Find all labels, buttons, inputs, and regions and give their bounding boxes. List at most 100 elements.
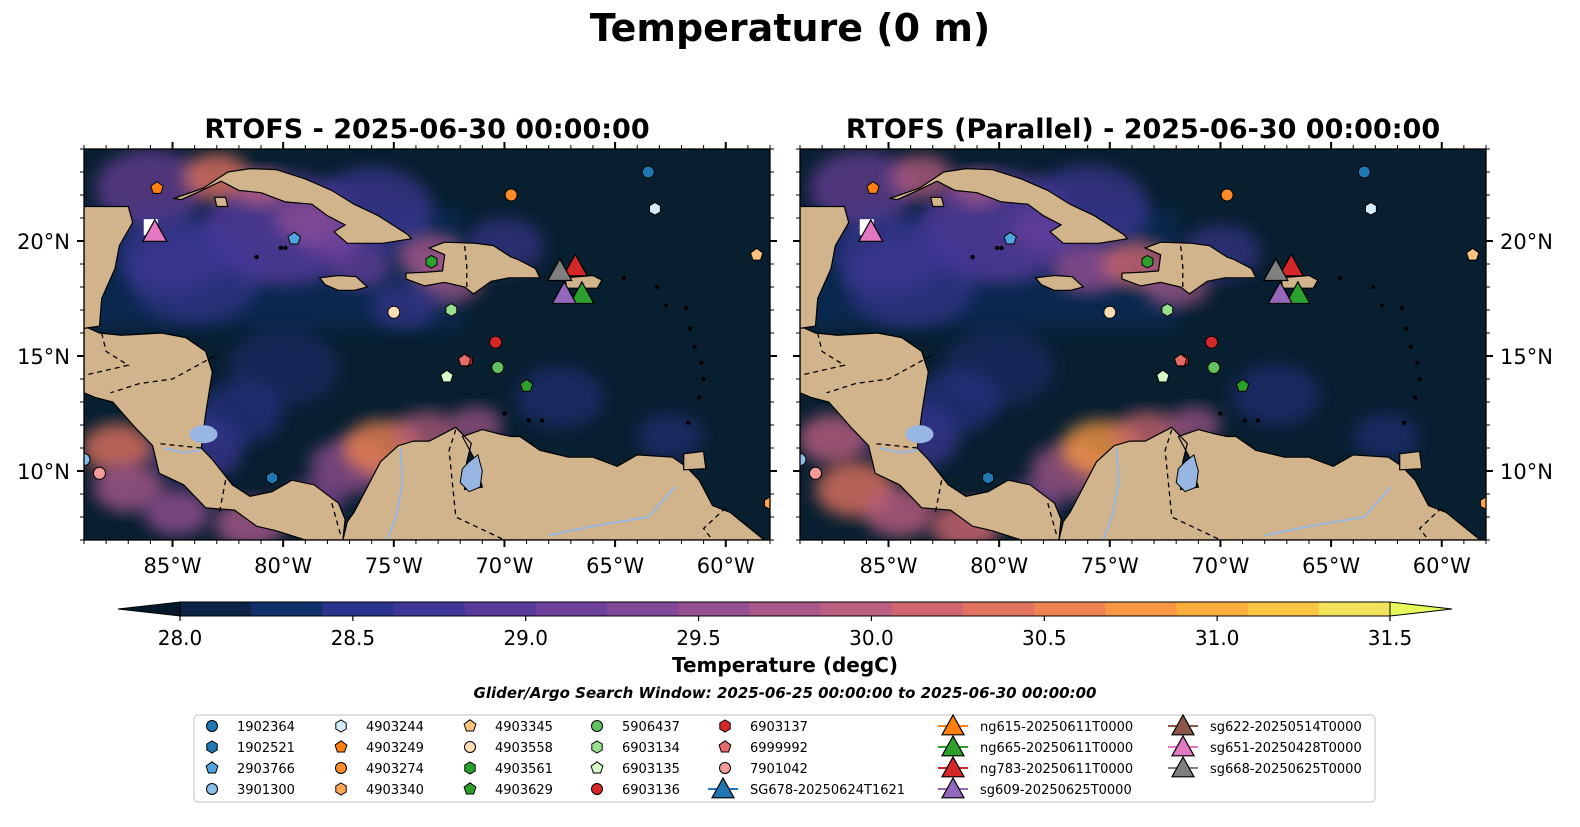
lake-nicaragua	[189, 425, 218, 444]
argo-float-7901042	[92, 466, 106, 480]
island	[1408, 344, 1413, 349]
country-border	[826, 355, 931, 394]
argo-float-4903558	[387, 305, 401, 319]
river	[879, 447, 918, 454]
island	[683, 305, 689, 310]
island	[970, 254, 975, 260]
colorbar-segment	[1318, 602, 1391, 616]
colorbar-segment	[678, 602, 751, 616]
argo-float-3901300	[84, 453, 91, 466]
island	[1399, 305, 1405, 310]
y-tick-label: 15°N	[17, 345, 70, 369]
colorbar-tick-label: 29.0	[503, 626, 548, 650]
y-tick-label: 15°N	[1500, 345, 1553, 369]
island	[1379, 303, 1385, 308]
island	[283, 245, 288, 251]
x-tick-label: 60°W	[1413, 554, 1471, 578]
colorbar-segment	[891, 602, 964, 616]
land-southam	[1058, 426, 1486, 540]
colorbar-tick-label: 28.5	[331, 626, 376, 650]
axis-ticks	[793, 142, 1493, 547]
land-hispaniola	[1121, 241, 1257, 295]
river	[1102, 447, 1120, 540]
legend-label: ng783-20250611T0000	[980, 762, 1133, 777]
legend-label: sg668-20250625T0000	[1210, 762, 1362, 777]
island	[1401, 420, 1407, 425]
argo-float-4903561	[425, 254, 438, 269]
land	[84, 149, 770, 540]
legend-item-SG678-20250624T1621: SG678-20250624T1621	[708, 776, 905, 799]
land-hispaniola	[405, 241, 541, 295]
glider-sg609-20250625T0000	[551, 280, 578, 305]
colorbar-extend-high	[1389, 601, 1453, 617]
panel-title: RTOFS (Parallel) - 2025-06-30 00:00:00	[846, 114, 1440, 145]
legend-label: ng665-20250611T0000	[980, 741, 1133, 756]
legend-item-1902364: 1902364	[206, 720, 295, 735]
country-border	[331, 503, 342, 536]
legend-item-1902521: 1902521	[206, 740, 295, 756]
country-border	[448, 429, 505, 540]
legend-item-ng783-20250611T0000: ng783-20250611T0000	[938, 755, 1133, 778]
map-frame	[83, 148, 771, 541]
glider-sg651-20250428T0000	[141, 218, 168, 242]
legend-item-4903249: 4903249	[334, 740, 424, 756]
argo-float-6999992	[457, 353, 472, 367]
legend-item-ng665-20250611T0000: ng665-20250611T0000	[938, 734, 1133, 757]
legend-label: sg651-20250428T0000	[1210, 741, 1362, 756]
island	[502, 411, 507, 416]
land-jamaica	[318, 274, 369, 291]
glider-sg668-20250625T0000	[546, 257, 573, 282]
argo-float-4903345	[749, 247, 764, 261]
island	[1417, 376, 1422, 382]
land	[800, 149, 1486, 540]
colorbar-segment	[1034, 602, 1106, 616]
legend-label: 4903561	[495, 762, 553, 777]
x-tick-label: 70°W	[1191, 554, 1249, 578]
legend-item-4903340: 4903340	[335, 782, 424, 798]
y-tick-label: 10°N	[17, 460, 70, 484]
country-border	[463, 245, 468, 287]
x-tick-label: 65°W	[1302, 554, 1360, 578]
legend: 1902364 1902521 2903766 3901300 4903244 49032…	[193, 713, 1376, 803]
land-central	[84, 325, 346, 540]
colorbar-segment	[820, 602, 893, 616]
colorbar-segment	[607, 602, 679, 616]
legend-label: 4903244	[366, 720, 424, 735]
legend-label: 4903629	[495, 783, 553, 798]
x-tick-label: 75°W	[1081, 554, 1139, 578]
argo-float-5906437	[1207, 361, 1221, 374]
country-border	[1179, 245, 1184, 287]
island	[1242, 418, 1247, 423]
legend-item-sg668-20250625T0000: sg668-20250625T0000	[1168, 755, 1362, 778]
island	[994, 245, 1000, 251]
legend-item-7901042: 7901042	[719, 762, 808, 777]
colorbar-tick-label: 31.0	[1195, 626, 1240, 650]
map-panel-rtofs-parallel: RTOFS (Parallel) - 2025-06-30 00:00:00 85…	[793, 114, 1553, 578]
legend-label: sg609-20250625T0000	[980, 783, 1132, 798]
legend-item-sg622-20250514T0000: sg622-20250514T0000	[1168, 713, 1362, 736]
legend-label: 1902521	[237, 741, 295, 756]
legend-label: 5906437	[622, 720, 680, 735]
legend-item-6903137: 6903137	[719, 719, 808, 735]
colorbar-segment	[962, 602, 1035, 616]
colorbar-tick-label: 30.5	[1022, 626, 1067, 650]
legend-item-4903244: 4903244	[335, 719, 424, 735]
land-trinidad	[683, 450, 707, 471]
legend-label: 6903134	[622, 741, 680, 756]
legend-item-4903629: 4903629	[463, 782, 553, 798]
glider-ng783-20250611T0000	[1278, 253, 1305, 277]
argo-float-4903340	[764, 496, 770, 511]
argo-float-6903134	[1161, 303, 1174, 317]
colorbar-segment	[393, 602, 466, 616]
country-border	[934, 480, 943, 515]
country-border	[702, 507, 727, 540]
argo-float-6903134	[445, 303, 458, 317]
argo-float-4903629	[1235, 378, 1250, 392]
argo-float-2903766	[287, 231, 301, 245]
argo-float-4903558	[1103, 305, 1117, 319]
legend-item-4903274: 4903274	[335, 762, 424, 777]
argo-float-4903244	[1365, 201, 1377, 216]
colorbar-extend-low	[117, 601, 181, 617]
legend-item-4903345: 4903345	[463, 719, 553, 735]
land-jamaica	[1034, 274, 1085, 291]
